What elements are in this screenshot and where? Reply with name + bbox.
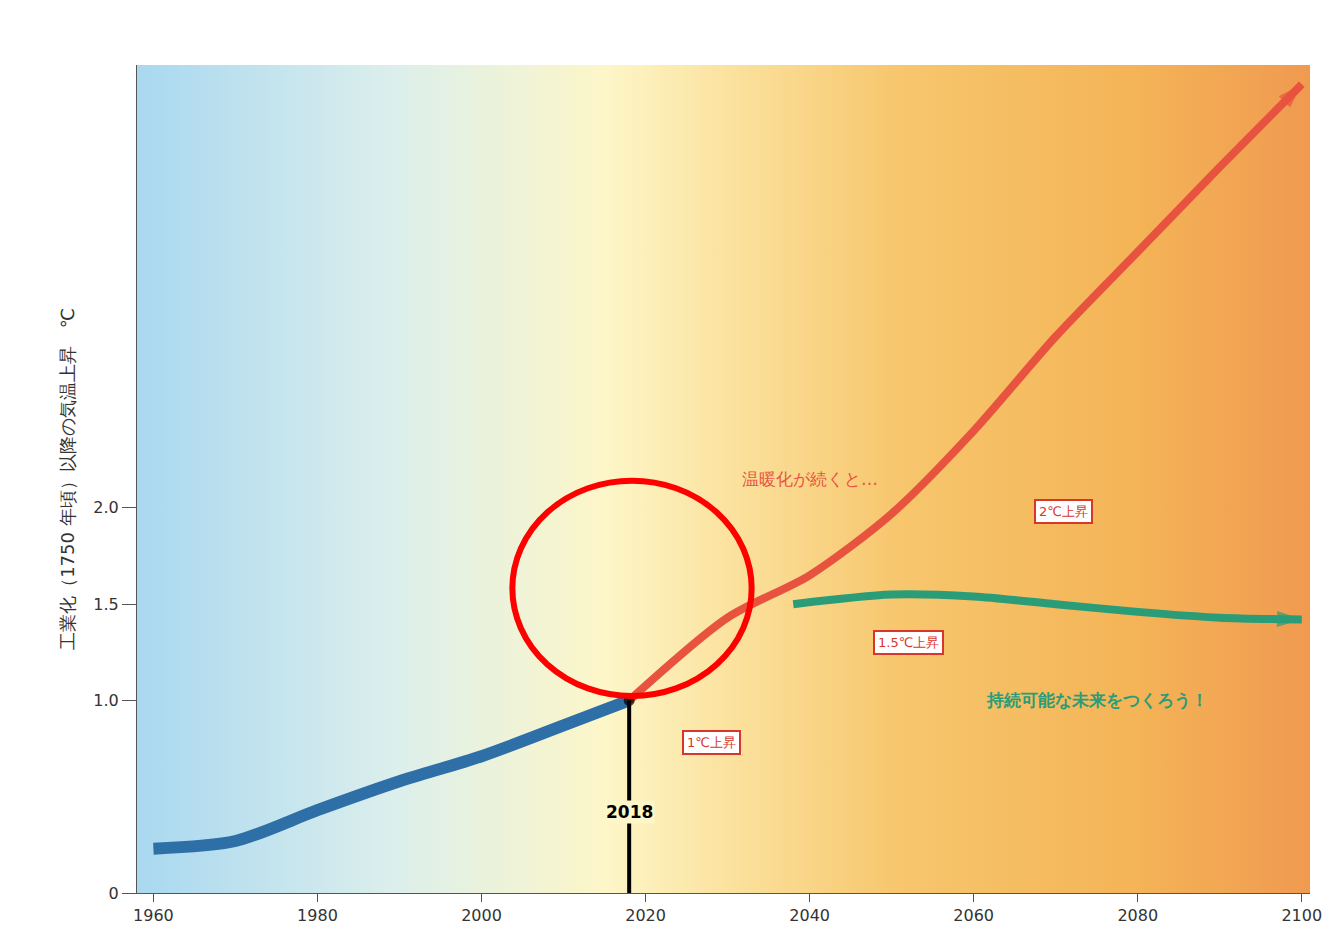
svg-text:1.5℃上昇: 1.5℃上昇 <box>878 635 939 650</box>
svg-text:0: 0 <box>109 884 119 903</box>
svg-text:2040: 2040 <box>789 906 830 925</box>
svg-text:2080: 2080 <box>1117 906 1158 925</box>
svg-text:1960: 1960 <box>133 906 174 925</box>
svg-text:2.0: 2.0 <box>93 498 118 517</box>
svg-text:2℃上昇: 2℃上昇 <box>1039 504 1088 519</box>
svg-text:温暖化が続くと…: 温暖化が続くと… <box>742 469 878 489</box>
svg-text:2060: 2060 <box>953 906 994 925</box>
svg-text:2018: 2018 <box>606 802 653 822</box>
svg-text:持続可能な未来をつくろう！: 持続可能な未来をつくろう！ <box>986 690 1208 710</box>
svg-text:2000: 2000 <box>461 906 502 925</box>
svg-text:1.0: 1.0 <box>93 691 118 710</box>
svg-text:1980: 1980 <box>297 906 338 925</box>
svg-text:2020: 2020 <box>625 906 666 925</box>
svg-text:2100: 2100 <box>1281 906 1322 925</box>
svg-text:1℃上昇: 1℃上昇 <box>687 735 736 750</box>
svg-text:1.5: 1.5 <box>93 595 118 614</box>
svg-text:工業化（1750 年頃）以降の気温上昇 ℃: 工業化（1750 年頃）以降の気温上昇 ℃ <box>57 308 78 650</box>
